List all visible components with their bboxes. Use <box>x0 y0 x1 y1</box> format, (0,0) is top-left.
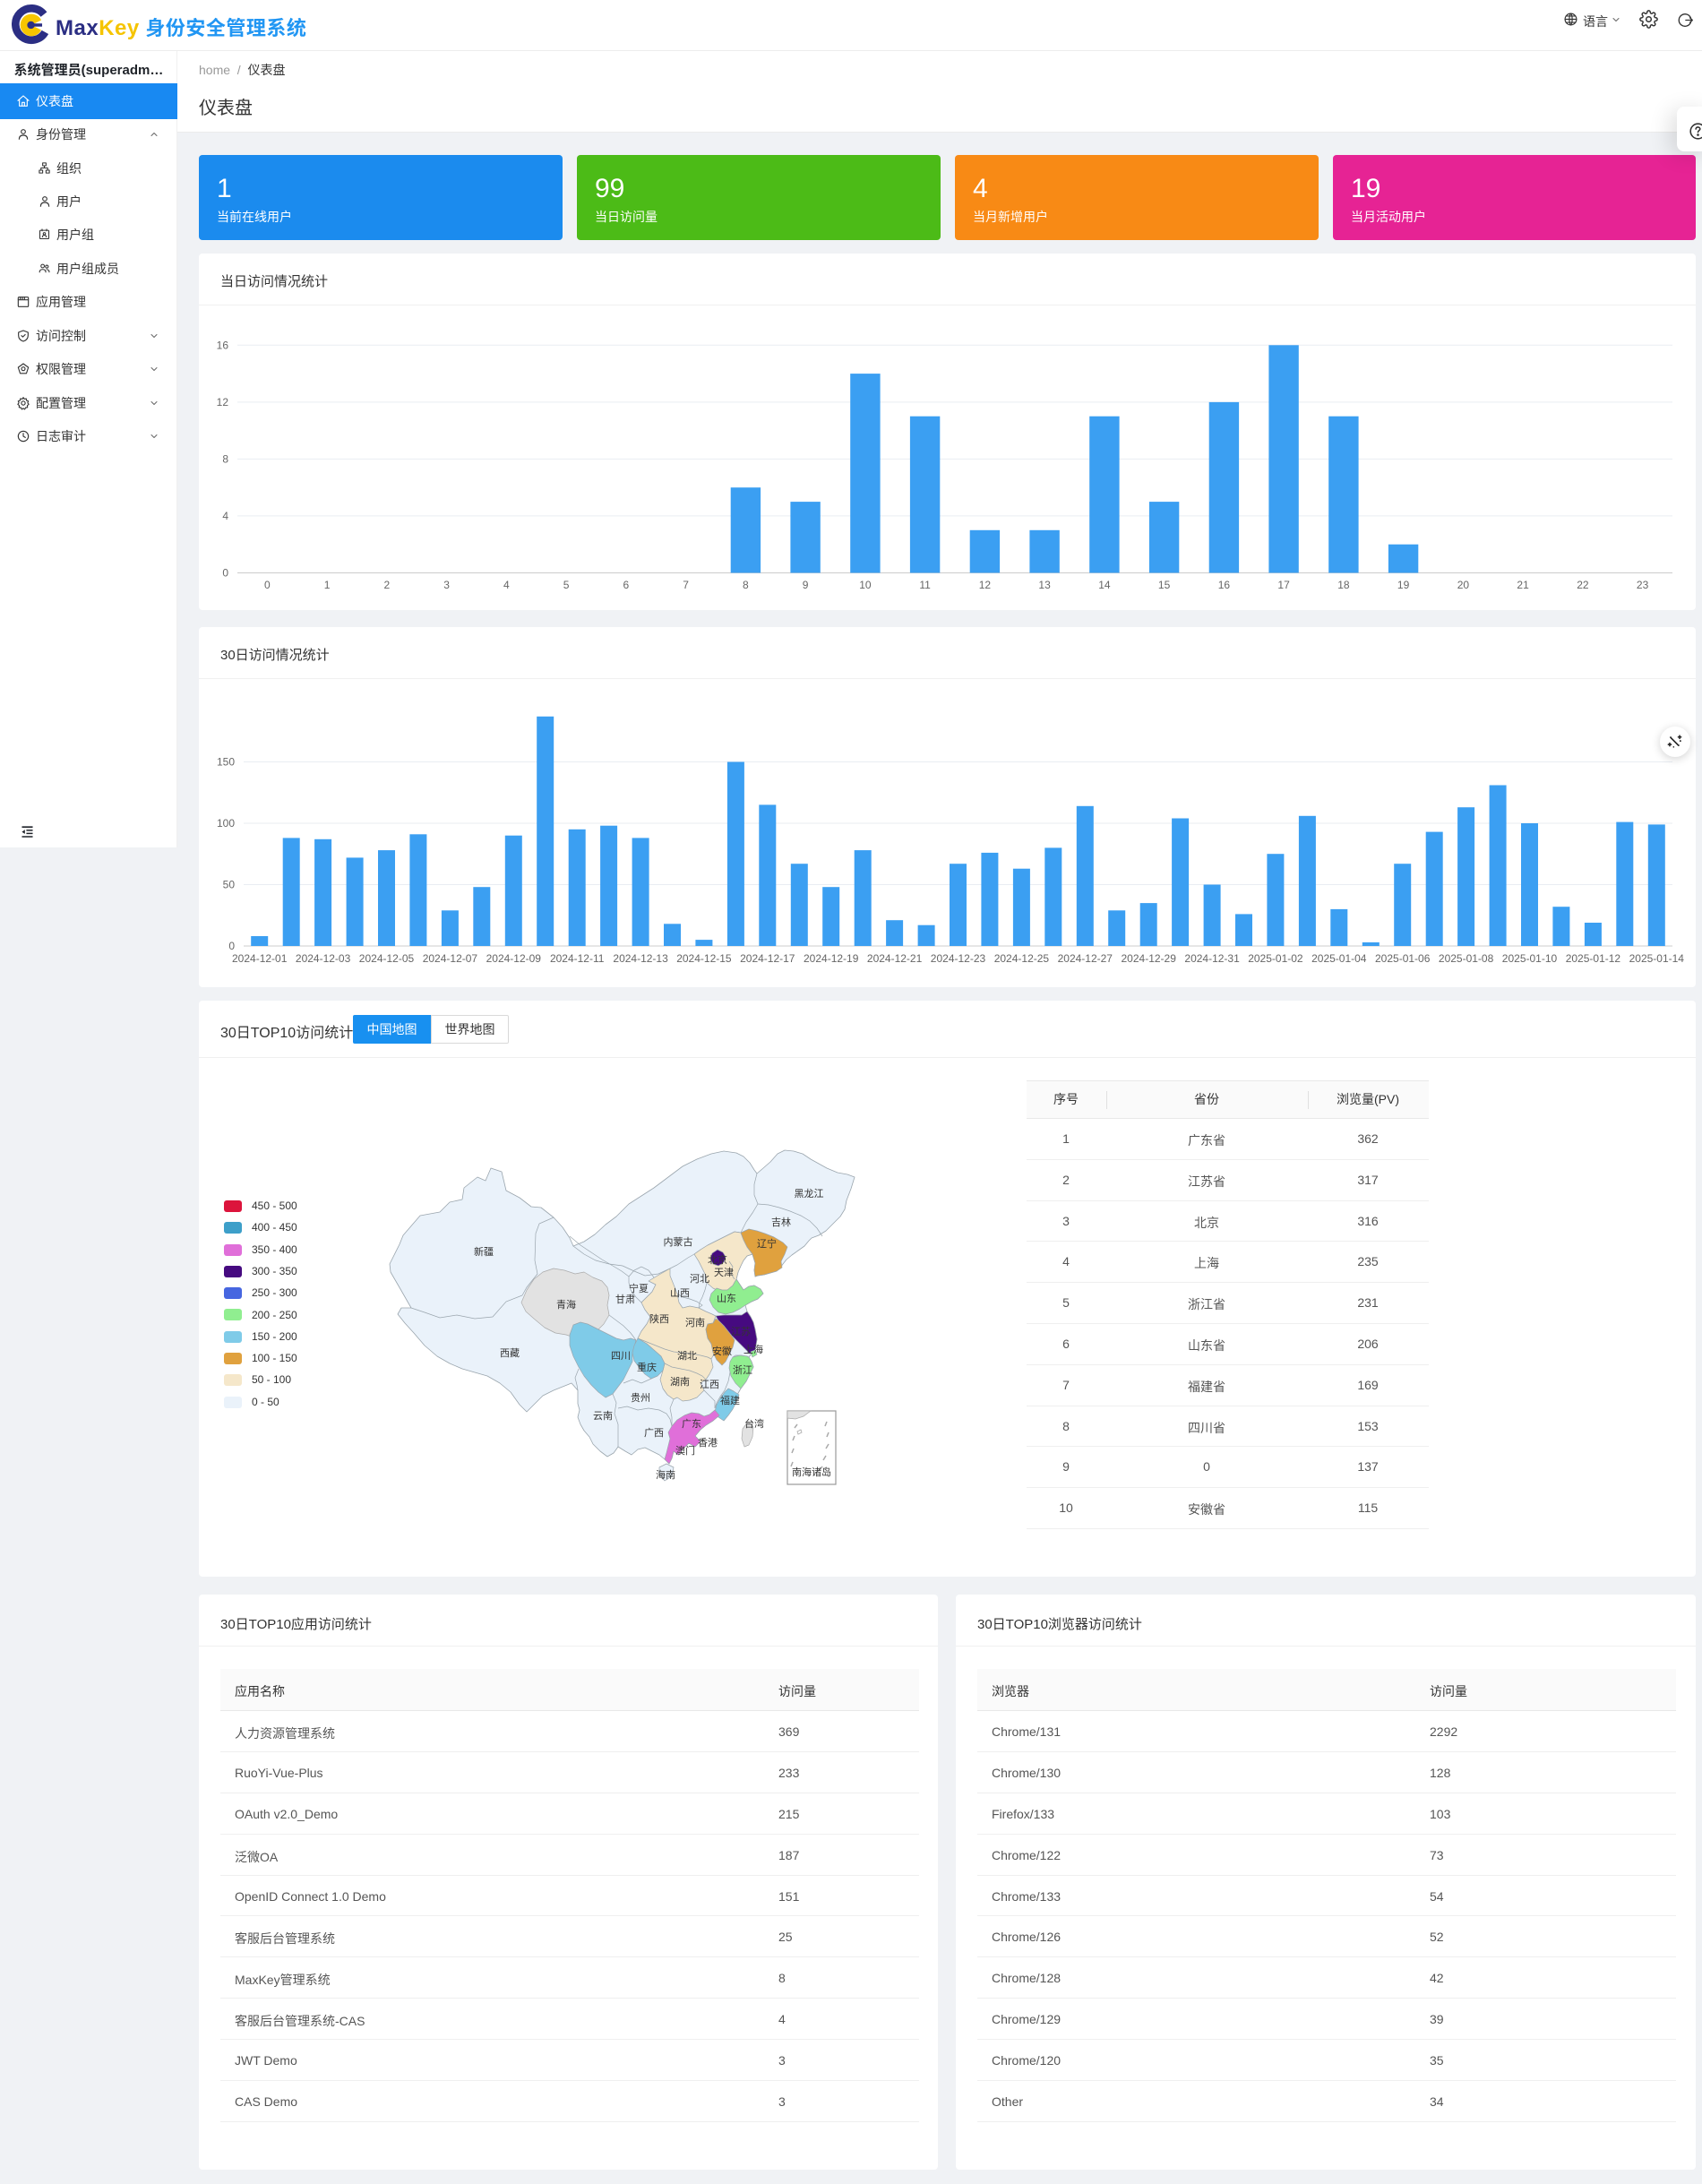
svg-text:天津: 天津 <box>714 1267 734 1278</box>
svg-text:重庆: 重庆 <box>637 1361 657 1373</box>
svg-text:18: 18 <box>1337 579 1350 591</box>
svg-text:台湾: 台湾 <box>744 1417 764 1430</box>
svg-text:16: 16 <box>1218 579 1231 591</box>
svg-text:吉林: 吉林 <box>771 1216 791 1228</box>
svg-text:甘肃: 甘肃 <box>615 1294 635 1305</box>
svg-text:20: 20 <box>1457 579 1470 591</box>
svg-text:湖北: 湖北 <box>677 1350 697 1362</box>
svg-text:澳门: 澳门 <box>675 1444 695 1457</box>
svg-text:11: 11 <box>919 579 931 591</box>
svg-text:2025-01-12: 2025-01-12 <box>1566 952 1621 965</box>
svg-text:2024-12-21: 2024-12-21 <box>867 952 923 965</box>
svg-text:12: 12 <box>217 396 229 408</box>
svg-text:19: 19 <box>1397 579 1410 591</box>
svg-text:8: 8 <box>222 452 228 465</box>
svg-text:16: 16 <box>217 339 229 351</box>
svg-text:2024-12-11: 2024-12-11 <box>550 952 605 965</box>
svg-text:14: 14 <box>1098 579 1111 591</box>
svg-text:新疆: 新疆 <box>474 1245 494 1258</box>
svg-text:3: 3 <box>443 579 450 591</box>
svg-text:山西: 山西 <box>670 1287 690 1299</box>
svg-text:广东: 广东 <box>682 1418 701 1430</box>
svg-text:23: 23 <box>1637 579 1649 591</box>
svg-text:2024-12-01: 2024-12-01 <box>232 952 288 965</box>
svg-text:陕西: 陕西 <box>649 1312 669 1325</box>
svg-text:江苏: 江苏 <box>731 1326 751 1337</box>
svg-text:2024-12-05: 2024-12-05 <box>359 952 415 965</box>
svg-text:上海: 上海 <box>744 1343 763 1355</box>
svg-text:安徽: 安徽 <box>712 1345 732 1357</box>
svg-text:2024-12-13: 2024-12-13 <box>613 952 668 965</box>
svg-text:2025-01-06: 2025-01-06 <box>1375 952 1431 965</box>
svg-text:海南: 海南 <box>656 1468 675 1481</box>
svg-text:0: 0 <box>228 940 235 952</box>
svg-text:2024-12-17: 2024-12-17 <box>740 952 795 965</box>
svg-text:山东: 山东 <box>717 1293 736 1304</box>
svg-text:2025-01-10: 2025-01-10 <box>1502 952 1558 965</box>
svg-text:12: 12 <box>979 579 992 591</box>
svg-text:2025-01-14: 2025-01-14 <box>1629 952 1685 965</box>
svg-text:内蒙古: 内蒙古 <box>664 1235 693 1248</box>
svg-text:河北: 河北 <box>690 1273 709 1285</box>
svg-text:50: 50 <box>223 879 236 891</box>
svg-text:21: 21 <box>1517 579 1529 591</box>
svg-text:湖南: 湖南 <box>670 1376 690 1388</box>
svg-text:150: 150 <box>217 756 235 769</box>
svg-text:1: 1 <box>324 579 331 591</box>
svg-text:福建: 福建 <box>720 1394 740 1406</box>
svg-text:8: 8 <box>743 579 749 591</box>
svg-text:6: 6 <box>623 579 630 591</box>
svg-text:9: 9 <box>803 579 809 591</box>
svg-text:云南: 云南 <box>593 1410 613 1422</box>
svg-text:4: 4 <box>503 579 510 591</box>
svg-text:10: 10 <box>859 579 872 591</box>
svg-text:17: 17 <box>1277 579 1290 591</box>
svg-text:2024-12-03: 2024-12-03 <box>296 952 351 965</box>
svg-text:广西: 广西 <box>644 1427 664 1439</box>
svg-text:宁夏: 宁夏 <box>629 1282 649 1294</box>
svg-text:北京: 北京 <box>708 1253 727 1266</box>
svg-text:2024-12-27: 2024-12-27 <box>1058 952 1113 965</box>
svg-text:2025-01-08: 2025-01-08 <box>1439 952 1494 965</box>
svg-text:15: 15 <box>1158 579 1171 591</box>
svg-text:13: 13 <box>1038 579 1051 591</box>
svg-text:辽宁: 辽宁 <box>757 1237 777 1250</box>
svg-text:青海: 青海 <box>556 1298 576 1311</box>
svg-text:西藏: 西藏 <box>500 1347 520 1359</box>
svg-text:香港: 香港 <box>698 1437 718 1449</box>
svg-text:2024-12-25: 2024-12-25 <box>994 952 1050 965</box>
svg-text:南海诸岛: 南海诸岛 <box>792 1466 831 1478</box>
svg-text:浙江: 浙江 <box>733 1364 752 1376</box>
svg-text:2: 2 <box>384 579 391 591</box>
svg-text:四川: 四川 <box>611 1351 631 1362</box>
svg-text:2024-12-19: 2024-12-19 <box>804 952 859 965</box>
svg-text:河南: 河南 <box>685 1317 705 1328</box>
svg-text:2024-12-31: 2024-12-31 <box>1184 952 1240 965</box>
svg-text:4: 4 <box>222 510 228 522</box>
svg-text:2024-12-15: 2024-12-15 <box>676 952 732 965</box>
svg-text:2024-12-23: 2024-12-23 <box>931 952 986 965</box>
svg-text:22: 22 <box>1577 579 1589 591</box>
svg-text:2024-12-29: 2024-12-29 <box>1122 952 1177 965</box>
svg-text:0: 0 <box>222 567 228 580</box>
svg-text:7: 7 <box>683 579 689 591</box>
svg-text:贵州: 贵州 <box>631 1392 650 1404</box>
svg-text:2025-01-04: 2025-01-04 <box>1311 952 1367 965</box>
svg-text:2024-12-07: 2024-12-07 <box>423 952 478 965</box>
svg-text:2025-01-02: 2025-01-02 <box>1248 952 1303 965</box>
svg-text:黑龙江: 黑龙江 <box>795 1188 824 1199</box>
svg-text:2024-12-09: 2024-12-09 <box>486 952 542 965</box>
svg-text:0: 0 <box>264 579 271 591</box>
svg-text:100: 100 <box>217 817 235 830</box>
svg-text:5: 5 <box>563 579 570 591</box>
svg-text:江西: 江西 <box>700 1379 719 1390</box>
